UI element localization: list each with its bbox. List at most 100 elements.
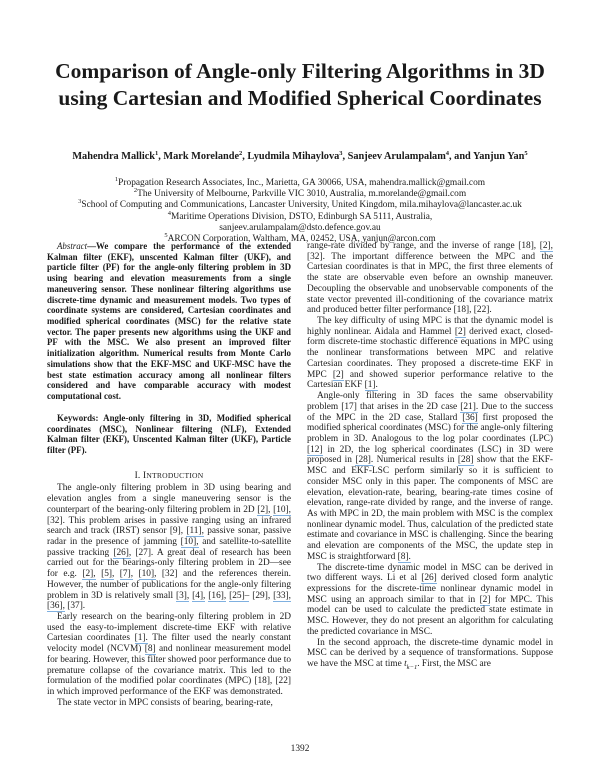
citation-link[interactable]: [11], bbox=[186, 526, 204, 538]
right-body: range-rate divided by range, and the inv… bbox=[307, 241, 553, 674]
affiliation-text: School of Computing and Communications, … bbox=[81, 200, 522, 211]
affiliation-text: Propagation Research Associates, Inc., M… bbox=[118, 178, 486, 188]
paper-title: Comparison of Angle-only Filtering Algor… bbox=[0, 58, 600, 112]
text-run: The state vector in MPC consists of bear… bbox=[57, 697, 273, 708]
text-run: In the second approach, the discrete-tim… bbox=[307, 637, 553, 670]
citation-link[interactable]: [2], bbox=[257, 504, 271, 516]
author-affiliation-number: 1 bbox=[155, 150, 159, 157]
affiliation-line: 1Propagation Research Associates, Inc., … bbox=[0, 176, 600, 189]
author-name: Lyudmila Mihaylova bbox=[247, 151, 340, 162]
affiliation-line: 2The University of Melbourne, Parkville … bbox=[0, 187, 600, 200]
paragraph: range-rate divided by range, and the inv… bbox=[307, 241, 553, 316]
text-run: [32]. The important difference between t… bbox=[307, 251, 553, 316]
affiliation-line: sanjeev.arulampalam@dsto.defence.gov.au bbox=[0, 223, 600, 234]
text-run: The discrete-time dynamic model in MSC c… bbox=[307, 562, 553, 584]
author-name: Sanjeev Arulampalam bbox=[347, 151, 446, 162]
affiliation-text: ARCON Corporation, Waltham, MA, 02452, U… bbox=[167, 234, 436, 245]
section-initial: I bbox=[143, 470, 147, 481]
affiliation-number: 2 bbox=[133, 187, 138, 195]
text-run: The angle-only filtering problem in 3D u… bbox=[47, 483, 291, 515]
paragraph: The key difficulty of using MPC is that … bbox=[307, 316, 553, 392]
citation-link[interactable]: [3], bbox=[176, 590, 190, 602]
citation-link[interactable]: [26] bbox=[421, 573, 437, 585]
citation-link[interactable]: [28] bbox=[457, 455, 474, 467]
text-run: Angle-only filtering in 3D faces the sam… bbox=[307, 391, 553, 412]
paragraph: In the second approach, the discrete-tim… bbox=[307, 638, 553, 674]
author-name: Yanjun Yan bbox=[472, 151, 525, 162]
title-line-2: using Cartesian and Modified Spherical C… bbox=[58, 86, 542, 110]
math-subscript: k−1 bbox=[406, 663, 418, 671]
citation-link[interactable]: [16], bbox=[208, 590, 227, 602]
text-run: [27]. A great deal of research has been … bbox=[47, 547, 291, 580]
citation-link[interactable]: [2] bbox=[479, 594, 491, 606]
citation-link[interactable]: [36] bbox=[462, 412, 478, 424]
citation-link[interactable]: [4], bbox=[192, 590, 206, 602]
affiliation-text: Maritime Operations Division, DSTO, Edin… bbox=[171, 211, 433, 222]
citation-link[interactable]: [2] bbox=[454, 326, 466, 338]
affiliation-text: sanjeev.arulampalam@dsto.defence.gov.au bbox=[219, 222, 381, 233]
text-run: for MPC. This model can be used to calcu… bbox=[307, 594, 554, 637]
paragraph: The discrete-time dynamic model in MSC c… bbox=[307, 563, 553, 638]
math-symbol: tk−1 bbox=[404, 659, 418, 671]
citation-link[interactable]: [2], bbox=[82, 569, 96, 581]
section-title-rest: NTRODUCTION bbox=[146, 470, 204, 480]
paragraph: Early research on the bearing-only filte… bbox=[47, 612, 291, 698]
text-run: range-rate divided by range, and the inv… bbox=[307, 241, 540, 251]
citation-link[interactable]: [26], bbox=[113, 547, 132, 559]
left-column: Abstract—We compare the performance of t… bbox=[47, 241, 291, 708]
citation-link[interactable]: [1]. bbox=[364, 380, 378, 392]
author-name: Mahendra Mallick bbox=[72, 151, 156, 162]
citation-link[interactable]: [12] bbox=[307, 444, 323, 456]
text-run bbox=[133, 569, 138, 579]
citation-link[interactable]: [2], bbox=[539, 241, 553, 252]
math-variable: t bbox=[404, 659, 407, 670]
citation-link[interactable]: [2] bbox=[332, 369, 344, 381]
text-run: and showed superior performance relative… bbox=[307, 369, 553, 391]
author-separator: , bbox=[242, 151, 248, 162]
author-separator: , and bbox=[449, 151, 473, 162]
citation-link[interactable]: [8] bbox=[144, 644, 156, 656]
text-run: first proposed the modified spherical co… bbox=[307, 412, 554, 444]
citation-link[interactable]: [28]. bbox=[355, 455, 374, 467]
affiliation-number: 4 bbox=[167, 209, 172, 217]
text-run: The key difficulty of using MPC is that … bbox=[307, 316, 553, 337]
citation-link[interactable]: [1]. bbox=[134, 633, 148, 645]
text-run: Early research on the bearing-only filte… bbox=[47, 612, 291, 644]
affiliation-text: The University of Melbourne, Parkville V… bbox=[137, 189, 467, 200]
text-run: show that the EKF-MSC and EKF-LSC perfor… bbox=[307, 455, 553, 562]
keywords: Keywords: Angle-only filtering in 3D, Mo… bbox=[47, 413, 291, 456]
section-number: I. bbox=[134, 470, 144, 481]
section-heading-introduction: I. INTRODUCTION bbox=[47, 471, 291, 482]
text-run: The filter used the nearly constant velo… bbox=[47, 633, 291, 655]
affiliation-number: 5 bbox=[164, 232, 168, 240]
citation-link[interactable]: [25]– bbox=[229, 590, 250, 602]
affiliation-line: 4Maritime Operations Division, DSTO, Edi… bbox=[0, 209, 600, 223]
abstract-label: Abstract bbox=[57, 241, 88, 251]
author-separator: , bbox=[342, 151, 348, 162]
text-run: and satellite-to-satellite passive track… bbox=[47, 536, 291, 558]
text-run: derived exact, closed-form discrete-time… bbox=[307, 326, 553, 380]
citation-link[interactable]: [21]. bbox=[460, 401, 479, 413]
affiliation-number: 3 bbox=[78, 198, 82, 206]
affiliation-line: 5ARCON Corporation, Waltham, MA, 02452, … bbox=[0, 232, 600, 245]
citation-link[interactable]: [33], bbox=[273, 590, 291, 602]
page-number: 1392 bbox=[290, 744, 310, 754]
text-run: and nonlinear measurement model for bear… bbox=[47, 644, 291, 698]
text-run: [32]. This problem arises in passive ran… bbox=[47, 515, 291, 537]
text-run bbox=[114, 569, 119, 579]
paragraph: The state vector in MPC consists of bear… bbox=[47, 698, 291, 709]
paragraph: The angle-only filtering problem in 3D u… bbox=[47, 483, 291, 613]
author-affiliation-number: 2 bbox=[239, 150, 243, 157]
citation-link[interactable]: [7], bbox=[119, 569, 134, 581]
citation-link[interactable]: [10], bbox=[138, 569, 157, 581]
citation-link[interactable]: [36], bbox=[47, 601, 65, 613]
abstract-text: —We compare the performance of the exten… bbox=[47, 241, 291, 402]
author-affiliation-number: 5 bbox=[524, 150, 528, 157]
citation-link[interactable]: [8]. bbox=[397, 551, 411, 563]
citation-link[interactable]: [5], bbox=[101, 569, 115, 581]
keywords-text: Keywords: Angle-only filtering in 3D, Mo… bbox=[47, 412, 291, 455]
text-run: [37]. bbox=[64, 601, 86, 612]
citation-link[interactable]: [10], bbox=[180, 536, 199, 548]
citation-link[interactable]: [10], bbox=[273, 504, 291, 516]
title-line-1: Comparison of Angle-only Filtering Algor… bbox=[55, 59, 545, 83]
